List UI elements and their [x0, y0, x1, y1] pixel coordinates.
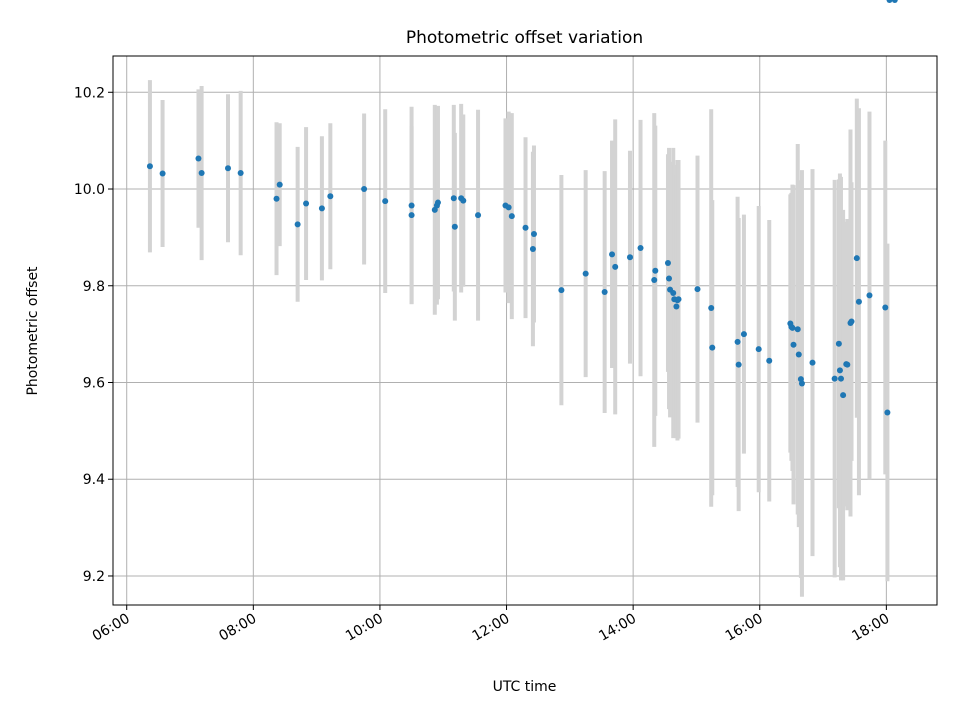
y-axis-label: Photometric offset [25, 266, 41, 396]
x-tick-label: 10:00 [343, 611, 386, 645]
data-point [664, 260, 671, 267]
data-point [831, 375, 838, 382]
error-bars [147, 80, 890, 597]
y-tick-label: 9.4 [83, 472, 105, 488]
data-point [694, 286, 701, 293]
data-point [798, 380, 805, 387]
data-point [198, 170, 205, 177]
y-tick-label: 9.8 [83, 279, 105, 295]
data-point [475, 212, 482, 219]
data-point [708, 305, 715, 312]
data-point [837, 375, 844, 382]
data-point [505, 204, 512, 211]
data-point [612, 263, 619, 270]
x-tick-label: 08:00 [216, 611, 259, 645]
data-point [795, 351, 802, 358]
data-point [318, 205, 325, 212]
y-tick-label: 10.2 [74, 85, 105, 101]
x-tick-label: 18:00 [849, 611, 892, 645]
y-tick-label: 9.6 [83, 375, 105, 391]
data-point [652, 267, 659, 274]
plot-frame [112, 55, 938, 606]
x-tick-label: 16:00 [723, 611, 766, 645]
y-axis-ticks: 9.2 9.4 9.6 9.8 10.0 10.2 [74, 85, 113, 585]
data-point [529, 245, 536, 252]
x-tick-label: 14:00 [596, 611, 639, 645]
data-point [582, 270, 589, 277]
data-point [558, 287, 565, 294]
data-point [408, 212, 415, 219]
data-point [294, 221, 301, 228]
chart-title: Photometric offset variation [406, 28, 643, 48]
data-point [237, 170, 244, 177]
data-point [451, 223, 458, 230]
data-point [836, 367, 843, 374]
x-tick-label: 06:00 [90, 611, 133, 645]
data-point [601, 289, 608, 296]
data-point [790, 341, 797, 348]
data-point [866, 292, 873, 299]
data-point [382, 198, 389, 205]
data-point [853, 255, 860, 262]
data-point [460, 197, 467, 204]
data-point [408, 202, 415, 209]
data-point [840, 392, 847, 399]
data-point [855, 298, 862, 305]
data-point [835, 340, 842, 347]
data-point [886, 0, 893, 3]
data-point [884, 409, 891, 416]
x-axis-label: UTC time [493, 679, 557, 695]
y-tick-label: 9.2 [83, 569, 105, 585]
data-point [709, 344, 716, 351]
data-point [666, 275, 673, 282]
data-point [159, 170, 166, 177]
data-point [755, 346, 762, 353]
data-point [651, 276, 658, 283]
data-point [735, 361, 742, 368]
data-point [522, 224, 529, 231]
data-point [609, 251, 616, 258]
data-point [327, 193, 334, 200]
data-point [675, 296, 682, 303]
data-point [273, 195, 280, 202]
data-point [626, 254, 633, 261]
x-axis-ticks: 06:00 08:00 10:00 12:00 14:00 16:00 18:00 [90, 605, 892, 645]
data-point [809, 359, 816, 366]
data-point [146, 163, 153, 170]
data-point [848, 318, 855, 325]
data-point [734, 338, 741, 345]
data-point [637, 245, 644, 252]
data-point [530, 231, 537, 238]
data-point [361, 186, 368, 193]
data-point [508, 213, 515, 220]
data-point [882, 304, 889, 311]
data-point [670, 290, 677, 297]
data-point [789, 324, 796, 331]
data-point [195, 155, 202, 162]
data-point [303, 200, 310, 207]
data-point [673, 303, 680, 310]
data-point [434, 199, 441, 206]
data-points [146, 0, 898, 416]
data-point [891, 0, 898, 3]
data-point [450, 195, 457, 202]
data-point [225, 165, 232, 172]
data-point [844, 361, 851, 368]
y-tick-label: 10.0 [74, 182, 105, 198]
data-point [276, 181, 283, 188]
data-point [766, 357, 773, 364]
data-point [794, 326, 801, 333]
x-tick-label: 12:00 [470, 611, 513, 645]
data-point [740, 331, 747, 338]
